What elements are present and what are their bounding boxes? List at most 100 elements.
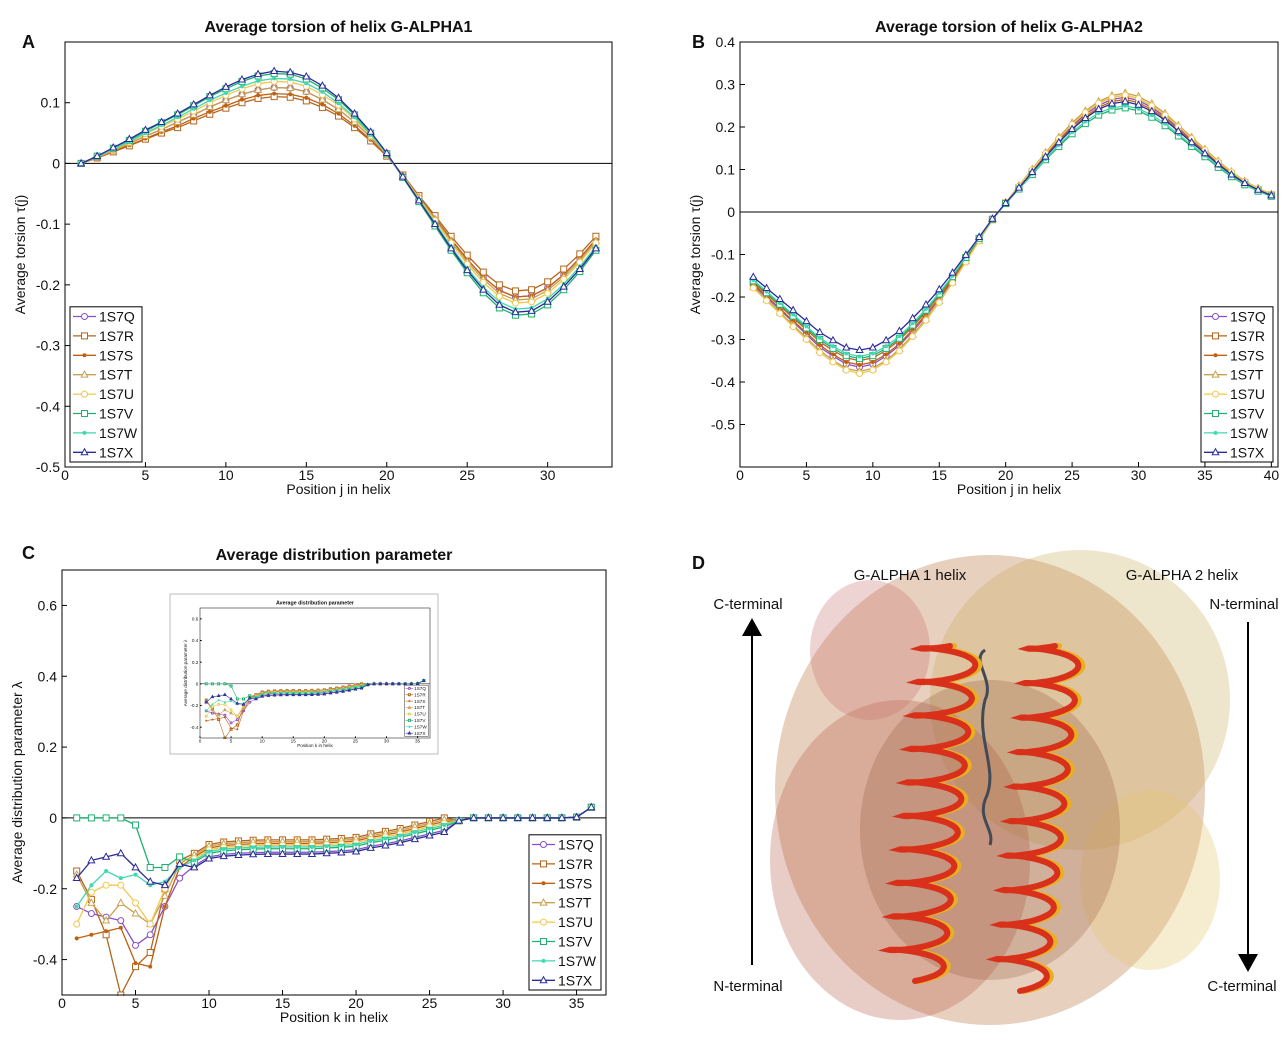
peptide-chain xyxy=(978,648,993,846)
marker xyxy=(575,264,584,272)
legend-label: 1S7W xyxy=(99,425,138,441)
marker xyxy=(1267,190,1276,199)
marker xyxy=(278,849,287,857)
marker xyxy=(1041,152,1050,160)
marker xyxy=(189,99,198,108)
marker xyxy=(117,917,125,925)
marker xyxy=(205,709,208,712)
marker xyxy=(1253,185,1263,193)
marker xyxy=(407,730,412,735)
marker xyxy=(842,366,850,374)
marker xyxy=(89,932,94,937)
legend-label: 1S7T xyxy=(1230,367,1264,383)
marker xyxy=(117,881,125,889)
legend-label: 1S7S xyxy=(1230,347,1264,363)
chart-title: Average torsion of helix G-ALPHA1 xyxy=(205,19,473,36)
marker xyxy=(256,93,261,98)
marker xyxy=(414,195,424,204)
marker xyxy=(104,929,109,934)
marker xyxy=(216,693,221,698)
x-tick-label: 35 xyxy=(569,995,585,1011)
marker xyxy=(235,701,240,705)
marker xyxy=(895,347,903,355)
marker xyxy=(309,844,314,849)
marker xyxy=(366,127,375,135)
marker xyxy=(1121,96,1130,105)
marker xyxy=(216,713,221,717)
marker xyxy=(923,306,928,311)
marker xyxy=(334,104,343,113)
marker xyxy=(1014,183,1024,191)
marker xyxy=(895,326,904,334)
marker xyxy=(146,864,154,871)
marker xyxy=(869,366,877,374)
y-tick-label: 0.4 xyxy=(716,34,736,50)
marker xyxy=(76,158,86,167)
marker xyxy=(254,696,258,701)
marker xyxy=(415,681,420,685)
marker xyxy=(302,87,311,95)
legend-label: 1S7Q xyxy=(1230,309,1266,325)
marker xyxy=(87,888,95,896)
marker xyxy=(559,282,568,290)
marker xyxy=(587,802,596,811)
marker xyxy=(351,846,361,855)
marker xyxy=(205,719,208,722)
marker xyxy=(354,842,359,847)
marker xyxy=(222,692,227,696)
marker xyxy=(270,66,279,75)
series-line xyxy=(76,806,592,907)
marker xyxy=(816,349,824,357)
x-tick-label: 10 xyxy=(218,467,234,483)
y-tick-label: 0.2 xyxy=(192,660,199,665)
marker xyxy=(353,687,358,691)
terminal-label: C-terminal xyxy=(713,596,782,613)
marker xyxy=(528,813,537,821)
axes-frame xyxy=(199,607,431,739)
x-tick-label: 10 xyxy=(260,738,266,743)
marker xyxy=(749,284,757,292)
marker xyxy=(412,830,417,835)
marker xyxy=(403,681,408,686)
marker xyxy=(1028,167,1037,175)
legend-label: 1S7U xyxy=(558,914,593,930)
marker xyxy=(855,345,864,354)
marker xyxy=(73,920,81,928)
marker xyxy=(390,681,395,686)
marker xyxy=(815,327,824,336)
marker xyxy=(234,850,243,859)
marker xyxy=(320,89,325,94)
marker xyxy=(146,920,154,928)
marker xyxy=(288,77,293,82)
surface-blob xyxy=(770,700,1030,1020)
marker xyxy=(829,358,837,366)
y-tick-label: 0.6 xyxy=(192,616,199,621)
marker xyxy=(87,898,96,906)
marker xyxy=(204,714,208,718)
marker xyxy=(381,840,390,849)
marker xyxy=(204,854,214,862)
marker xyxy=(302,71,311,80)
y-axis-label: Average distribution parameter λ xyxy=(9,681,25,883)
marker xyxy=(101,852,111,860)
series-line xyxy=(752,100,1272,351)
y-tick-label: 0.2 xyxy=(38,739,58,755)
marker xyxy=(133,961,138,966)
marker xyxy=(247,695,252,700)
series-line xyxy=(752,94,1272,375)
marker xyxy=(237,75,247,83)
x-tick-label: 5 xyxy=(230,738,233,743)
panel-label: B xyxy=(692,32,705,52)
marker xyxy=(74,936,79,941)
y-tick-label: 0.3 xyxy=(716,77,736,93)
marker xyxy=(161,864,169,871)
terminal-label: N-terminal xyxy=(1209,596,1278,613)
marker xyxy=(81,332,88,340)
marker xyxy=(307,849,317,857)
marker xyxy=(318,81,327,89)
legend-label: 1S7Q xyxy=(99,309,135,325)
x-axis-label: Position k in helix xyxy=(280,1009,388,1025)
marker xyxy=(844,360,849,365)
marker xyxy=(410,834,420,843)
